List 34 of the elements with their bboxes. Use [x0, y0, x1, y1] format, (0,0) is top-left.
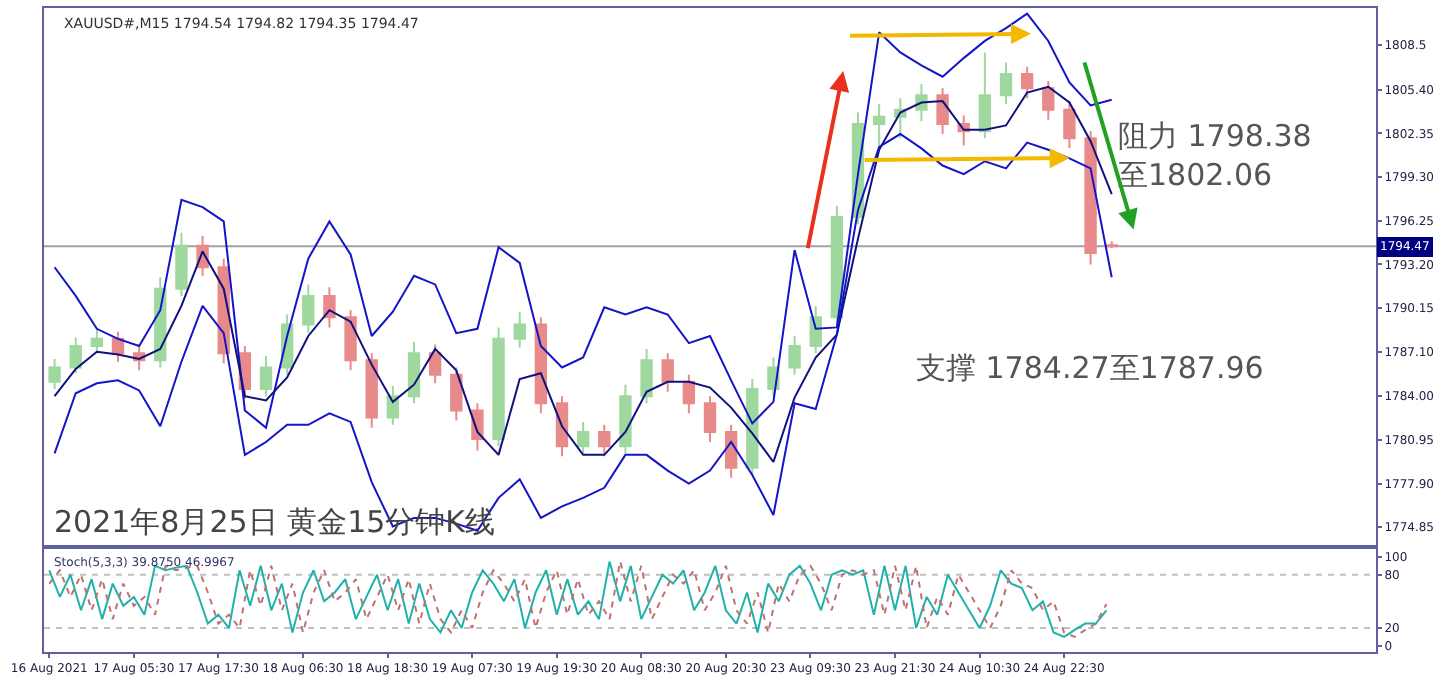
candlestick [1020, 65, 1034, 100]
candlestick [259, 355, 273, 398]
candlestick [915, 82, 928, 123]
candlestick [809, 304, 822, 355]
candlestick [365, 352, 378, 429]
candlestick [724, 423, 738, 479]
candlestick [428, 343, 442, 385]
annotation: 支撑 1784.27至1787.96 [916, 350, 1264, 386]
candlestick [999, 61, 1013, 105]
candlestick [1063, 100, 1076, 150]
candlestick [48, 357, 61, 390]
candlestick [1084, 130, 1097, 266]
candlestick [640, 347, 653, 405]
candlestick [344, 309, 357, 372]
candlestick [90, 327, 104, 355]
candlestick [788, 334, 801, 376]
candlestick [978, 51, 992, 140]
candlestick [619, 383, 632, 455]
candlestick [576, 420, 590, 455]
line-series [53, 85, 1113, 464]
candlestick [407, 340, 421, 405]
candlestick [513, 310, 526, 349]
line-series [48, 560, 1108, 638]
candlestick [492, 326, 505, 448]
annotation: 阻力 1798.38 至1802.06 [1118, 118, 1312, 193]
candlestick [661, 352, 674, 393]
candlestick [703, 395, 717, 443]
candlestick [1042, 80, 1055, 121]
candlestick [69, 336, 82, 375]
candlestick [598, 423, 611, 458]
candlestick [936, 87, 949, 136]
candlestick [872, 102, 886, 147]
candlestick [302, 283, 315, 335]
candlestick [175, 231, 188, 297]
